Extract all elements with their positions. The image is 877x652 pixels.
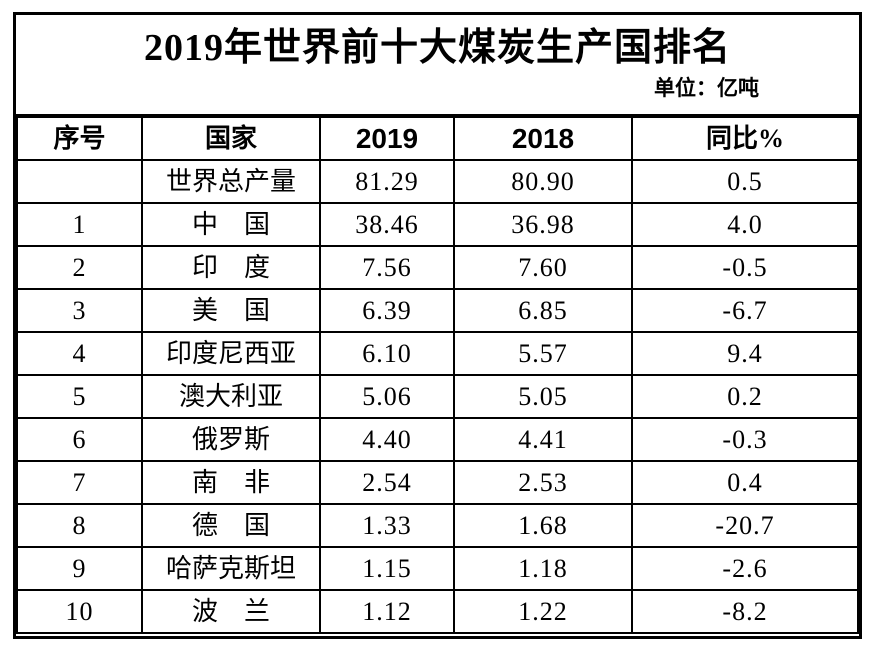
- yoy-cell: 9.4: [631, 331, 859, 376]
- yoy-cell: -8.2: [631, 589, 859, 634]
- country-cell: 印度尼西亚: [141, 331, 321, 376]
- title-block: 2019年世界前十大煤炭生产国排名 单位：亿吨: [16, 15, 859, 116]
- value-2019-cell: 5.06: [319, 374, 455, 419]
- value-2019-cell: 1.33: [319, 503, 455, 548]
- rank-cell: 7: [16, 460, 143, 505]
- yoy-cell: -0.3: [631, 417, 859, 462]
- column-header-yoy: 同比%: [631, 116, 859, 161]
- table-row: 7 南 非 2.54 2.53 0.4: [16, 460, 859, 505]
- value-2019-cell: 6.10: [319, 331, 455, 376]
- rank-cell: 9: [16, 546, 143, 591]
- country-cell: 波 兰: [141, 589, 321, 634]
- page-title: 2019年世界前十大煤炭生产国排名: [143, 27, 731, 69]
- country-cell: 南 非: [141, 460, 321, 505]
- column-header-rank: 序号: [16, 116, 143, 161]
- country-cell: 俄罗斯: [141, 417, 321, 462]
- table-row: 6 俄罗斯 4.40 4.41 -0.3: [16, 417, 859, 462]
- value-2018-cell: 36.98: [453, 202, 633, 247]
- value-2018-cell: 1.18: [453, 546, 633, 591]
- rank-cell: 2: [16, 245, 143, 290]
- country-cell: 世界总产量: [141, 159, 321, 204]
- table-row: 2 印 度 7.56 7.60 -0.5: [16, 245, 859, 290]
- table-row: 9 哈萨克斯坦 1.15 1.18 -2.6: [16, 546, 859, 591]
- value-2018-cell: 1.22: [453, 589, 633, 634]
- table-row: 10 波 兰 1.12 1.22 -8.2: [16, 589, 859, 634]
- value-2018-cell: 6.85: [453, 288, 633, 333]
- table-row: 4 印度尼西亚 6.10 5.57 9.4: [16, 331, 859, 376]
- country-cell: 印 度: [141, 245, 321, 290]
- rank-cell: 6: [16, 417, 143, 462]
- value-2019-cell: 4.40: [319, 417, 455, 462]
- column-header-2018: 2018: [453, 116, 633, 161]
- value-2018-cell: 80.90: [453, 159, 633, 204]
- value-2019-cell: 1.12: [319, 589, 455, 634]
- rank-cell: 3: [16, 288, 143, 333]
- table-row: 世界总产量 81.29 80.90 0.5: [16, 159, 859, 204]
- yoy-cell: -20.7: [631, 503, 859, 548]
- country-cell: 哈萨克斯坦: [141, 546, 321, 591]
- table-row: 1 中 国 38.46 36.98 4.0: [16, 202, 859, 247]
- country-cell: 美 国: [141, 288, 321, 333]
- value-2018-cell: 2.53: [453, 460, 633, 505]
- value-2019-cell: 2.54: [319, 460, 455, 505]
- value-2018-cell: 4.41: [453, 417, 633, 462]
- coal-ranking-sheet: 2019年世界前十大煤炭生产国排名 单位：亿吨 序号 国家 2019 2018 …: [13, 12, 862, 639]
- country-cell: 澳大利亚: [141, 374, 321, 419]
- column-header-2019: 2019: [319, 116, 455, 161]
- yoy-cell: 0.2: [631, 374, 859, 419]
- table-row: 3 美 国 6.39 6.85 -6.7: [16, 288, 859, 333]
- value-2018-cell: 5.57: [453, 331, 633, 376]
- yoy-cell: 4.0: [631, 202, 859, 247]
- unit-label: 单位：亿吨: [654, 76, 759, 100]
- table-row: 5 澳大利亚 5.06 5.05 0.2: [16, 374, 859, 419]
- rank-cell: 8: [16, 503, 143, 548]
- value-2019-cell: 7.56: [319, 245, 455, 290]
- rank-cell: 5: [16, 374, 143, 419]
- column-header-country: 国家: [141, 116, 321, 161]
- rank-cell: 4: [16, 331, 143, 376]
- coal-production-table: 序号 国家 2019 2018 同比% 世界总产量 81.29 80.90 0.…: [16, 116, 859, 634]
- value-2018-cell: 5.05: [453, 374, 633, 419]
- yoy-cell: -2.6: [631, 546, 859, 591]
- country-cell: 中 国: [141, 202, 321, 247]
- value-2019-cell: 6.39: [319, 288, 455, 333]
- rank-cell: 10: [16, 589, 143, 634]
- yoy-cell: 0.5: [631, 159, 859, 204]
- value-2019-cell: 38.46: [319, 202, 455, 247]
- country-cell: 德 国: [141, 503, 321, 548]
- table-header-row: 序号 国家 2019 2018 同比%: [16, 116, 859, 161]
- rank-cell: [16, 159, 143, 204]
- value-2018-cell: 7.60: [453, 245, 633, 290]
- value-2019-cell: 81.29: [319, 159, 455, 204]
- value-2018-cell: 1.68: [453, 503, 633, 548]
- yoy-cell: -6.7: [631, 288, 859, 333]
- table-row: 8 德 国 1.33 1.68 -20.7: [16, 503, 859, 548]
- yoy-cell: -0.5: [631, 245, 859, 290]
- value-2019-cell: 1.15: [319, 546, 455, 591]
- rank-cell: 1: [16, 202, 143, 247]
- yoy-cell: 0.4: [631, 460, 859, 505]
